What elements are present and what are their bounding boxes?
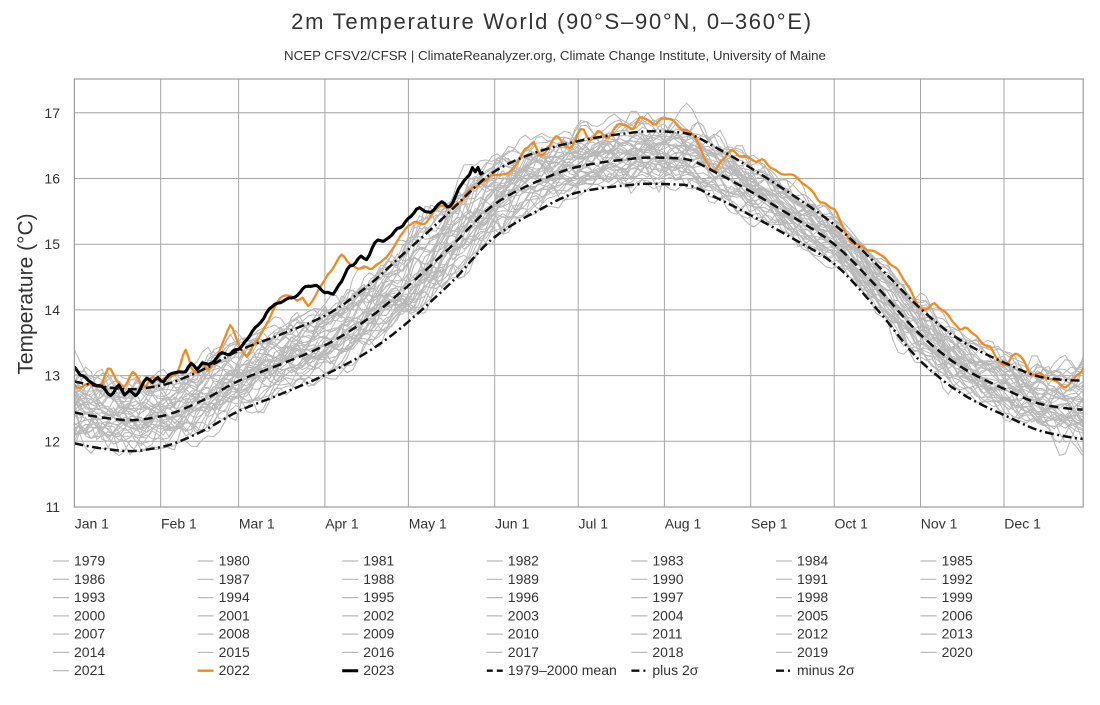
svg-text:Feb 1: Feb 1 bbox=[161, 516, 197, 532]
svg-text:15: 15 bbox=[44, 236, 60, 252]
svg-text:2003: 2003 bbox=[508, 607, 539, 623]
svg-text:1986: 1986 bbox=[74, 571, 105, 587]
svg-text:Temperature (°C): Temperature (°C) bbox=[15, 213, 38, 374]
svg-text:1979: 1979 bbox=[74, 553, 105, 569]
svg-text:1979–2000 mean: 1979–2000 mean bbox=[508, 662, 617, 678]
svg-text:2000: 2000 bbox=[74, 607, 105, 623]
svg-text:2010: 2010 bbox=[508, 626, 539, 642]
svg-text:NCEP CFSV2/CFSR | ClimateReana: NCEP CFSV2/CFSR | ClimateReanalyzer.org,… bbox=[284, 48, 826, 63]
svg-text:2014: 2014 bbox=[74, 644, 105, 660]
svg-text:2023: 2023 bbox=[363, 662, 394, 678]
svg-text:1996: 1996 bbox=[508, 589, 539, 605]
svg-text:2007: 2007 bbox=[74, 626, 105, 642]
svg-text:2020: 2020 bbox=[942, 644, 973, 660]
svg-text:1980: 1980 bbox=[219, 553, 250, 569]
svg-text:Jul 1: Jul 1 bbox=[579, 516, 609, 532]
svg-text:Jun 1: Jun 1 bbox=[495, 516, 529, 532]
svg-text:plus 2σ: plus 2σ bbox=[652, 662, 698, 678]
svg-text:17: 17 bbox=[44, 105, 60, 121]
svg-text:2011: 2011 bbox=[652, 626, 682, 642]
svg-text:1993: 1993 bbox=[74, 589, 105, 605]
svg-text:11: 11 bbox=[45, 499, 60, 515]
svg-text:2005: 2005 bbox=[797, 607, 828, 623]
svg-text:1988: 1988 bbox=[363, 571, 394, 587]
svg-text:1981: 1981 bbox=[363, 553, 394, 569]
svg-text:1985: 1985 bbox=[942, 553, 973, 569]
svg-text:1989: 1989 bbox=[508, 571, 539, 587]
svg-text:2021: 2021 bbox=[74, 662, 105, 678]
svg-text:Apr 1: Apr 1 bbox=[325, 516, 359, 532]
svg-text:2001: 2001 bbox=[219, 607, 250, 623]
svg-text:2006: 2006 bbox=[942, 607, 973, 623]
svg-text:1982: 1982 bbox=[508, 553, 539, 569]
svg-text:1992: 1992 bbox=[942, 571, 973, 587]
svg-text:14: 14 bbox=[44, 302, 60, 318]
svg-text:1984: 1984 bbox=[797, 553, 828, 569]
svg-text:1999: 1999 bbox=[942, 589, 973, 605]
svg-text:1990: 1990 bbox=[652, 571, 683, 587]
svg-text:2009: 2009 bbox=[363, 626, 394, 642]
svg-text:12: 12 bbox=[44, 433, 60, 449]
svg-text:Dec 1: Dec 1 bbox=[1004, 516, 1041, 532]
svg-text:1997: 1997 bbox=[652, 589, 683, 605]
svg-text:2008: 2008 bbox=[219, 626, 250, 642]
svg-text:Oct 1: Oct 1 bbox=[835, 516, 869, 532]
svg-text:2016: 2016 bbox=[363, 644, 394, 660]
svg-text:May 1: May 1 bbox=[409, 516, 447, 532]
svg-text:1995: 1995 bbox=[363, 589, 394, 605]
svg-text:2004: 2004 bbox=[652, 607, 683, 623]
svg-text:2m Temperature World (90°S–90°: 2m Temperature World (90°S–90°N, 0–360°E… bbox=[291, 9, 813, 34]
svg-text:Jan 1: Jan 1 bbox=[75, 516, 109, 532]
svg-text:1987: 1987 bbox=[219, 571, 250, 587]
svg-text:Mar 1: Mar 1 bbox=[239, 516, 275, 532]
svg-text:2012: 2012 bbox=[797, 626, 828, 642]
svg-text:13: 13 bbox=[44, 368, 60, 384]
svg-text:2015: 2015 bbox=[219, 644, 250, 660]
svg-text:2013: 2013 bbox=[942, 626, 973, 642]
svg-text:16: 16 bbox=[44, 171, 60, 187]
svg-text:2022: 2022 bbox=[219, 662, 250, 678]
svg-text:1998: 1998 bbox=[797, 589, 828, 605]
svg-text:2019: 2019 bbox=[797, 644, 828, 660]
svg-text:Nov 1: Nov 1 bbox=[921, 516, 958, 532]
svg-text:Sep 1: Sep 1 bbox=[751, 516, 788, 532]
svg-text:2017: 2017 bbox=[508, 644, 539, 660]
svg-text:2018: 2018 bbox=[652, 644, 683, 660]
svg-text:1994: 1994 bbox=[219, 589, 250, 605]
svg-text:2002: 2002 bbox=[363, 607, 394, 623]
svg-text:Aug 1: Aug 1 bbox=[665, 516, 702, 532]
svg-text:minus 2σ: minus 2σ bbox=[797, 662, 855, 678]
svg-text:1991: 1991 bbox=[797, 571, 828, 587]
svg-text:1983: 1983 bbox=[652, 553, 683, 569]
